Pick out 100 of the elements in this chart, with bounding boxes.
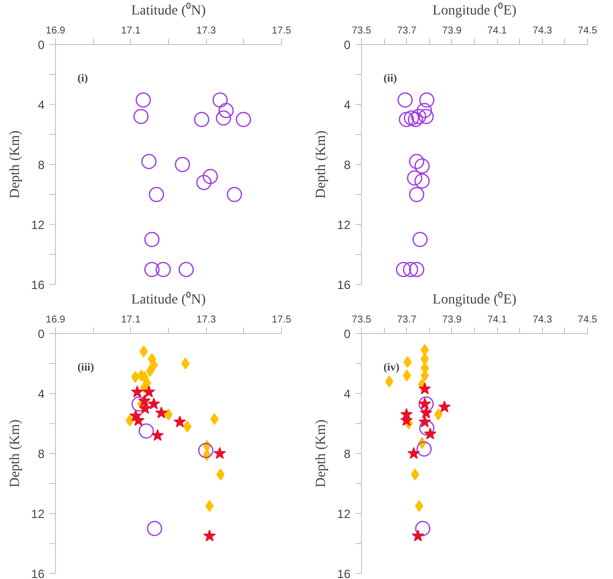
y-tick-label: 0 bbox=[38, 38, 45, 52]
annotation: (i) bbox=[78, 72, 88, 84]
x-tick-label: 73.5 bbox=[352, 314, 372, 326]
point bbox=[202, 168, 218, 184]
y-tick-label: 0 bbox=[344, 327, 351, 341]
point bbox=[420, 406, 432, 418]
point bbox=[418, 396, 434, 412]
x-tick-label: 74.3 bbox=[532, 26, 552, 36]
y-tick-label: 0 bbox=[38, 327, 45, 341]
point bbox=[418, 398, 431, 410]
y-axis-title: Depth (Km) bbox=[8, 419, 24, 488]
point bbox=[144, 232, 160, 248]
point bbox=[181, 358, 190, 370]
point bbox=[408, 186, 424, 202]
annotation: (iv) bbox=[384, 362, 400, 374]
point bbox=[424, 428, 436, 440]
x-tick-label: 17.5 bbox=[272, 314, 292, 326]
point bbox=[236, 112, 252, 128]
point bbox=[144, 262, 160, 278]
x-tick-label: 73.9 bbox=[442, 26, 462, 36]
point bbox=[434, 408, 443, 420]
point bbox=[150, 359, 158, 371]
y-tick-label: 16 bbox=[337, 567, 351, 579]
point bbox=[416, 441, 432, 457]
point bbox=[385, 376, 394, 388]
point bbox=[174, 156, 190, 172]
point bbox=[148, 186, 164, 202]
point bbox=[178, 262, 194, 278]
x-tick-label: 17.3 bbox=[196, 26, 216, 36]
point bbox=[403, 356, 412, 368]
y-tick-label: 12 bbox=[337, 218, 351, 232]
point bbox=[174, 416, 186, 428]
point bbox=[402, 262, 418, 278]
point bbox=[203, 530, 216, 542]
x-tick-label: 17.1 bbox=[121, 26, 142, 36]
point bbox=[416, 102, 432, 118]
point bbox=[411, 108, 426, 124]
y-tick-label: 16 bbox=[31, 278, 45, 292]
y-tick-label: 4 bbox=[38, 387, 45, 401]
y-axis-title: Depth (Km) bbox=[314, 419, 330, 488]
x-tick-label: 74.3 bbox=[532, 314, 552, 326]
point bbox=[205, 500, 214, 512]
point bbox=[402, 370, 412, 382]
point bbox=[138, 423, 154, 439]
y-tick-label: 8 bbox=[344, 447, 351, 461]
x-tick-label: 73.5 bbox=[352, 26, 372, 36]
point bbox=[419, 420, 434, 436]
y-tick-label: 16 bbox=[31, 567, 45, 579]
point bbox=[406, 170, 422, 186]
point bbox=[138, 394, 151, 406]
point bbox=[156, 262, 171, 278]
point bbox=[151, 429, 164, 441]
y-tick-label: 12 bbox=[337, 507, 351, 521]
y-tick-label: 12 bbox=[31, 507, 45, 521]
y-tick-label: 8 bbox=[38, 158, 45, 172]
x-axis-title: Longitude (⁰E) bbox=[432, 292, 517, 308]
x-tick-label: 17.3 bbox=[196, 314, 216, 326]
x-axis-title: Latitude (⁰N) bbox=[131, 2, 206, 18]
x-tick-label: 17.5 bbox=[272, 26, 292, 36]
x-tick-label: 16.9 bbox=[46, 314, 66, 326]
x-tick-label: 73.7 bbox=[396, 314, 417, 326]
point bbox=[212, 92, 228, 108]
y-tick-label: 4 bbox=[344, 98, 351, 112]
point bbox=[183, 420, 192, 432]
x-tick-label: 74.1 bbox=[487, 26, 508, 36]
point bbox=[414, 173, 430, 189]
point bbox=[438, 400, 451, 412]
point bbox=[136, 92, 151, 108]
x-tick-label: 74.5 bbox=[578, 314, 598, 326]
point bbox=[139, 346, 148, 358]
point bbox=[396, 262, 412, 278]
point bbox=[410, 468, 420, 480]
point bbox=[218, 102, 234, 118]
point bbox=[408, 447, 420, 459]
annotation: (ii) bbox=[384, 72, 398, 84]
point bbox=[131, 371, 140, 383]
point bbox=[164, 408, 173, 420]
point bbox=[414, 500, 424, 512]
x-axis-title: Latitude (⁰N) bbox=[131, 292, 206, 308]
x-tick-label: 74.1 bbox=[487, 314, 508, 326]
point bbox=[420, 353, 429, 365]
point bbox=[412, 232, 428, 248]
point bbox=[133, 108, 149, 124]
point bbox=[155, 406, 168, 418]
point bbox=[146, 520, 162, 536]
point bbox=[216, 110, 232, 126]
y-tick-label: 0 bbox=[344, 38, 351, 52]
point bbox=[404, 110, 420, 126]
point bbox=[126, 414, 134, 426]
point bbox=[419, 92, 434, 108]
point bbox=[142, 386, 156, 398]
point bbox=[418, 382, 431, 394]
annotation: (iii) bbox=[78, 362, 94, 374]
point bbox=[408, 262, 424, 278]
y-tick-label: 16 bbox=[337, 278, 351, 292]
point bbox=[412, 530, 424, 542]
point bbox=[398, 112, 414, 128]
point bbox=[146, 365, 154, 377]
point bbox=[418, 108, 434, 124]
point bbox=[408, 112, 424, 128]
